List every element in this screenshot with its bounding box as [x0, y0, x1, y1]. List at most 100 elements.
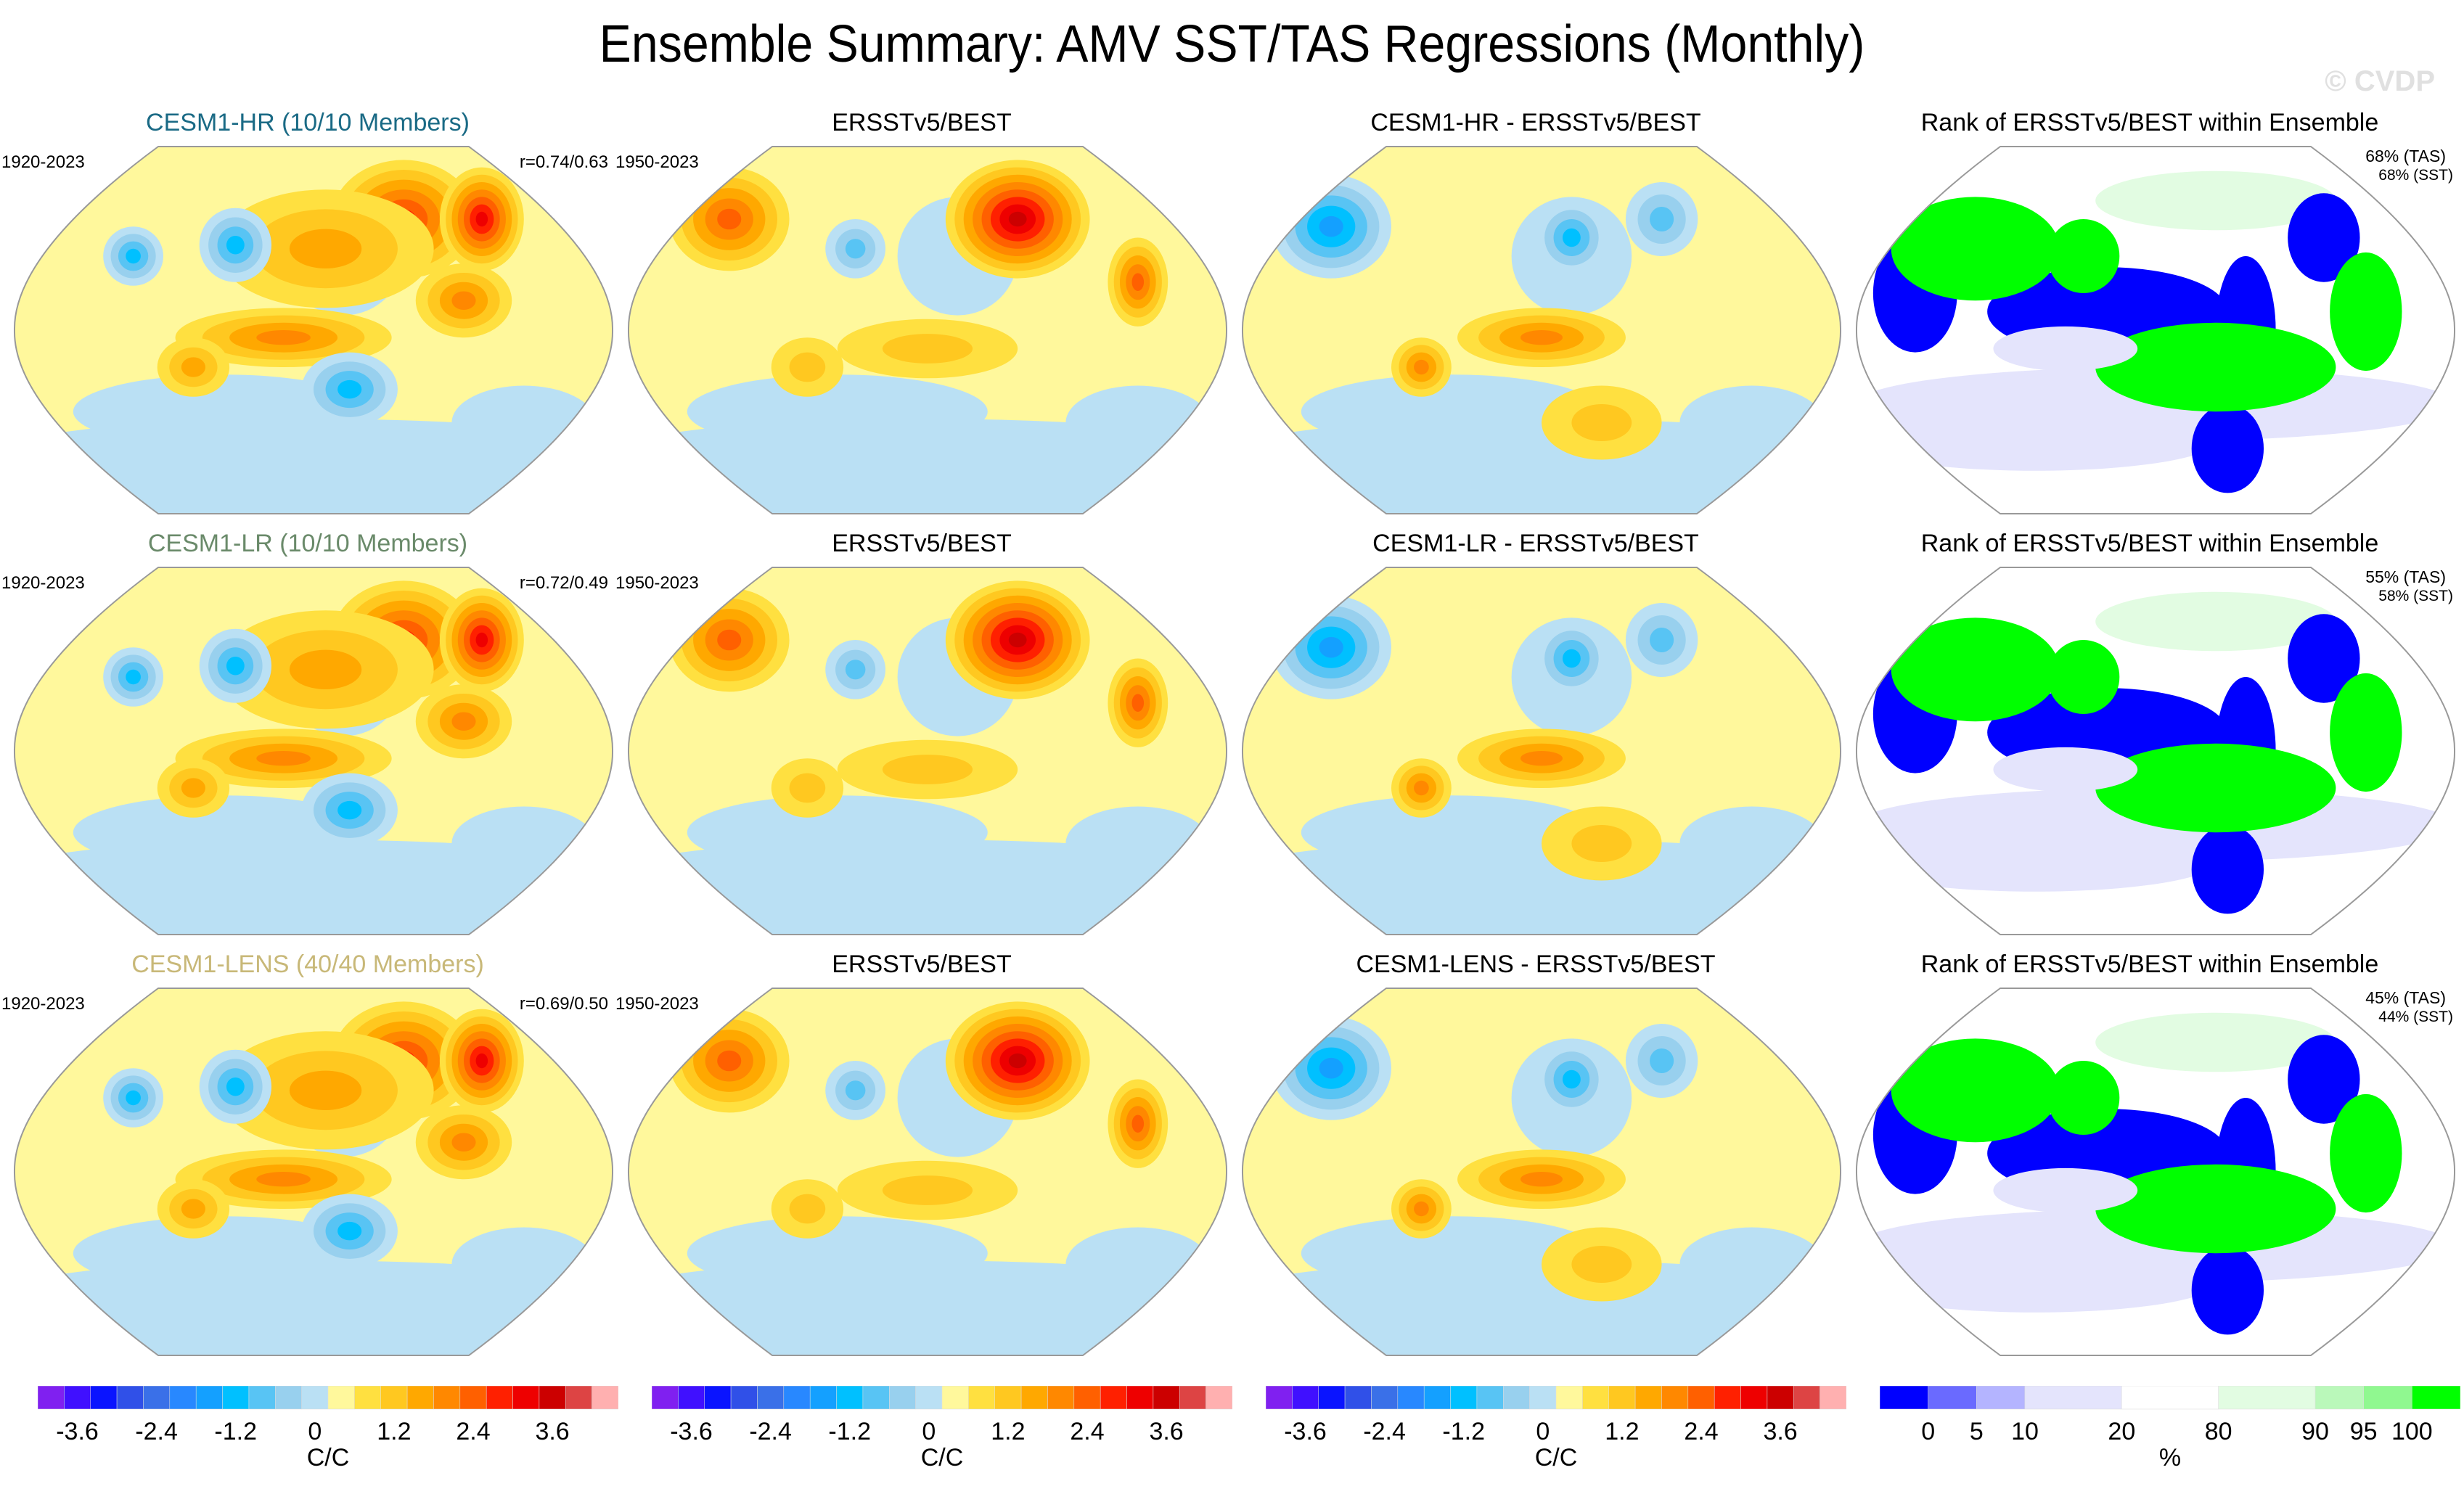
rank-region [1891, 197, 2060, 301]
rank-tas-pct: 68% (TAS) [2365, 147, 2446, 165]
period-label: 1950-2023 [615, 573, 699, 593]
colorbar-bin [941, 1386, 969, 1410]
colorbar-tick-label: 0 [1536, 1418, 1550, 1445]
field-region [289, 649, 362, 689]
field-region [628, 840, 1227, 900]
colorbar-rank: % 0 5 10 20 80 90 95 100 [1880, 1386, 2460, 1471]
colorbar-tick-label: -3.6 [56, 1418, 99, 1445]
panel-model-row3: CESM1-LENS (40/40 Members) 1920-2023 r=0.6… [0, 951, 615, 1371]
field-region [181, 357, 205, 377]
panel-title: CESM1-LENS (40/40 Members) [131, 951, 484, 978]
colorbar-tick-label: 0 [922, 1418, 936, 1445]
field-region [1414, 780, 1429, 796]
colorbar-bin [2314, 1386, 2364, 1410]
field-region [1008, 632, 1027, 648]
field-region [1414, 359, 1429, 375]
field-region [1242, 1294, 1841, 1355]
colorbar-bin [486, 1386, 513, 1410]
colorbar-tick-label: 10 [2011, 1418, 2039, 1445]
field-region [1319, 636, 1343, 658]
map-border [1241, 988, 1842, 1356]
field-region [14, 1260, 613, 1321]
colorbar-bin [1634, 1386, 1662, 1410]
colorbar-units: C/C [920, 1444, 964, 1471]
colorbar-bin [1073, 1386, 1101, 1410]
colorbar-units: % [2158, 1444, 2182, 1471]
field-region [628, 1294, 1227, 1355]
panel-obs-row3: ERSSTv5/BEST 1950-2023 [614, 951, 1229, 1371]
field-region [451, 1133, 476, 1152]
pattern-correlation: r=0.69/0.50 [519, 994, 608, 1014]
colorbar-bin [1206, 1386, 1232, 1410]
field-region [475, 211, 488, 227]
field-region [628, 873, 1227, 935]
colorbar-bin [406, 1386, 434, 1410]
colorbar-bin [565, 1386, 592, 1410]
colorbar-tick-label: 0 [1921, 1418, 1936, 1445]
field-region [226, 235, 245, 255]
colorbar-tick-label: 3.6 [1763, 1418, 1798, 1445]
field-region [289, 1070, 362, 1110]
colorbar-bin [1344, 1386, 1372, 1410]
field-region [14, 840, 613, 900]
colorbar-bin [354, 1386, 381, 1410]
field-region [126, 248, 141, 264]
field-region [1562, 1070, 1581, 1089]
field-region [451, 712, 476, 731]
rank-sst-pct: 44% (SST) [2378, 1009, 2453, 1025]
colorbar-bin [2363, 1386, 2412, 1410]
map-model [13, 988, 614, 1356]
field-region [337, 800, 362, 820]
field-region [14, 873, 613, 935]
colorbar-tick-label: 2.4 [1070, 1418, 1105, 1445]
map-model [13, 567, 614, 935]
map-obs [627, 988, 1228, 1356]
rank-region [1891, 617, 2060, 722]
field-region [845, 660, 866, 680]
rank-region [2191, 825, 2264, 914]
field-region [475, 632, 488, 648]
colorbar-bin [889, 1386, 916, 1410]
rank-region [2095, 591, 2336, 652]
panel-title: CESM1-HR - ERSSTv5/BEST [1370, 109, 1701, 136]
colorbar-bin [433, 1386, 461, 1410]
colorbar-tick-label: -1.2 [214, 1418, 258, 1445]
colorbar-tick-label: -3.6 [670, 1418, 713, 1445]
colorbar-bin [730, 1386, 758, 1410]
map-border [627, 146, 1228, 514]
colorbar-bin [1976, 1386, 2026, 1410]
colorbar-tick-label: 80 [2204, 1418, 2232, 1445]
colorbar-bin [327, 1386, 355, 1410]
colorbar-diff: C/C -3.6 -2.4 -1.2 0 1.2 2.4 3.6 [1266, 1386, 1846, 1471]
panel-title: ERSSTv5/BEST [832, 530, 1012, 557]
field-region [1319, 1057, 1343, 1079]
map-diff [1241, 567, 1842, 935]
colorbar-tick-label: 100 [2391, 1418, 2433, 1445]
field-region [14, 1294, 613, 1355]
colorbar-bin [1476, 1386, 1504, 1410]
colorbar-bin [1880, 1386, 1928, 1410]
cvdp-watermark: © CVDP [2325, 65, 2435, 97]
field-region [1520, 330, 1563, 345]
field-region [475, 1053, 488, 1069]
rank-region [2191, 404, 2264, 493]
panel-diff-row2: CESM1-LR - ERSSTv5/BEST [1228, 530, 1843, 951]
field-region [1242, 840, 1841, 900]
colorbar-bin [1608, 1386, 1636, 1410]
map-model [13, 146, 614, 514]
field-region [882, 755, 973, 784]
field-region [717, 208, 742, 230]
rank-region [1856, 411, 2216, 471]
colorbar-bin [275, 1386, 302, 1410]
field-region [1571, 1246, 1632, 1283]
colorbar-bin [1793, 1386, 1820, 1410]
colorbar-tick-label: -1.2 [1442, 1418, 1486, 1445]
field-region [1242, 419, 1841, 479]
field-region [126, 1090, 141, 1106]
colorbar-bin [459, 1386, 487, 1410]
period-label: 1920-2023 [1, 152, 85, 172]
colorbar-bin [1820, 1386, 1846, 1410]
field-region [256, 1172, 311, 1187]
colorbar-bin [1503, 1386, 1530, 1410]
colorbar-bin [1582, 1386, 1609, 1410]
